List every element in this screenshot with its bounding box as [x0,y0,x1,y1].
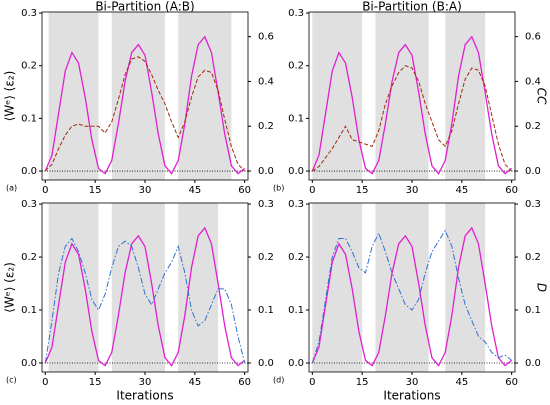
y-tick-label: 0.0 [21,166,37,177]
shaded-region [312,203,363,372]
y-tick-label: 0.0 [288,358,304,369]
y2-tick-label: 0.0 [258,166,274,177]
y2-tick-label: 0.0 [525,358,541,369]
x-tick-label: 45 [188,377,201,388]
plot-area [309,12,515,180]
y2-tick-label: 0.2 [258,252,274,263]
shaded-region [375,203,429,372]
x-tick-label: 30 [406,185,419,196]
shaded-region [445,203,486,372]
y2-tick-label: 0.0 [525,166,541,177]
plot-area [42,203,248,372]
y2-tick-label: 0.0 [258,358,274,369]
y-tick-label: 0.0 [288,166,304,177]
x-axis-label: Iterations [116,389,173,403]
y2-axis-label: D [535,283,549,292]
x-tick-label: 0 [42,185,48,196]
x-tick-label: 15 [89,377,102,388]
x-tick-label: 60 [505,185,518,196]
y-tick-label: 0.2 [288,252,304,263]
y2-tick-label: 0.2 [525,252,541,263]
y-tick-label: 0.3 [21,199,37,210]
x-tick-label: 15 [89,185,102,196]
y2-tick-label: 0.1 [258,305,274,316]
y-tick-label: 0.2 [21,61,37,72]
y-tick-label: 0.1 [21,113,37,124]
y2-tick-label: 0.4 [258,76,274,87]
y-tick-label: 0.1 [288,113,304,124]
shaded-region [445,12,486,180]
plot-area [42,12,248,180]
x-tick-label: 45 [188,185,201,196]
y2-tick-label: 0.1 [525,305,541,316]
panel-label: (b) [273,184,284,193]
plot-area [309,203,515,372]
series-line [44,35,246,175]
series-line [312,65,513,172]
x-tick-label: 0 [309,377,315,388]
shaded-region [178,12,232,180]
x-tick-label: 30 [139,185,152,196]
panel-label: (c) [6,376,17,385]
series-line [44,237,246,364]
shaded-region [48,12,99,180]
x-tick-label: 30 [139,377,152,388]
y-tick-label: 0.3 [288,199,304,210]
y2-tick-label: 0.3 [525,199,541,210]
y2-tick-label: 0.4 [525,76,541,87]
series-line [311,226,513,367]
shaded-region [48,203,99,372]
y2-tick-label: 0.2 [258,121,274,132]
y2-axis-label: CC [535,88,549,105]
x-tick-label: 15 [356,185,369,196]
y-tick-label: 0.3 [21,8,37,19]
panel-label: (d) [273,376,284,385]
x-axis-label: Iterations [383,389,440,403]
y2-tick-label: 0.3 [258,199,274,210]
panel-label: (a) [6,184,17,193]
y2-tick-label: 0.6 [258,32,274,43]
panel-title: Bi-Partition (A:B) [95,0,194,14]
y-tick-label: 0.0 [21,358,37,369]
y-tick-label: 0.1 [21,305,37,316]
y2-tick-label: 0.6 [525,32,541,43]
x-tick-label: 0 [42,377,48,388]
x-tick-label: 60 [238,185,251,196]
y-axis-label: ⟨Wᵉ⟩ (ε₂) [3,262,17,313]
x-tick-label: 60 [238,377,251,388]
series-line [311,35,513,175]
series-line [44,226,246,367]
y-axis-label: ⟨Wᵉ⟩ (ε₂) [3,71,17,122]
y-tick-label: 0.3 [288,8,304,19]
x-tick-label: 45 [455,185,468,196]
x-tick-label: 30 [406,377,419,388]
series-line [311,229,512,364]
panel-title: Bi-Partition (B:A) [362,0,462,14]
x-tick-label: 45 [455,377,468,388]
shaded-region [178,203,219,372]
series-line [44,56,246,172]
x-tick-label: 15 [356,377,369,388]
shaded-region [375,12,429,180]
shaded-region [111,12,165,180]
x-tick-label: 60 [505,377,518,388]
shaded-region [312,12,363,180]
y-tick-label: 0.1 [288,305,304,316]
y2-tick-label: 0.2 [525,121,541,132]
y-tick-label: 0.2 [288,61,304,72]
x-tick-label: 0 [309,185,315,196]
y-tick-label: 0.2 [21,252,37,263]
shaded-region [111,203,165,372]
